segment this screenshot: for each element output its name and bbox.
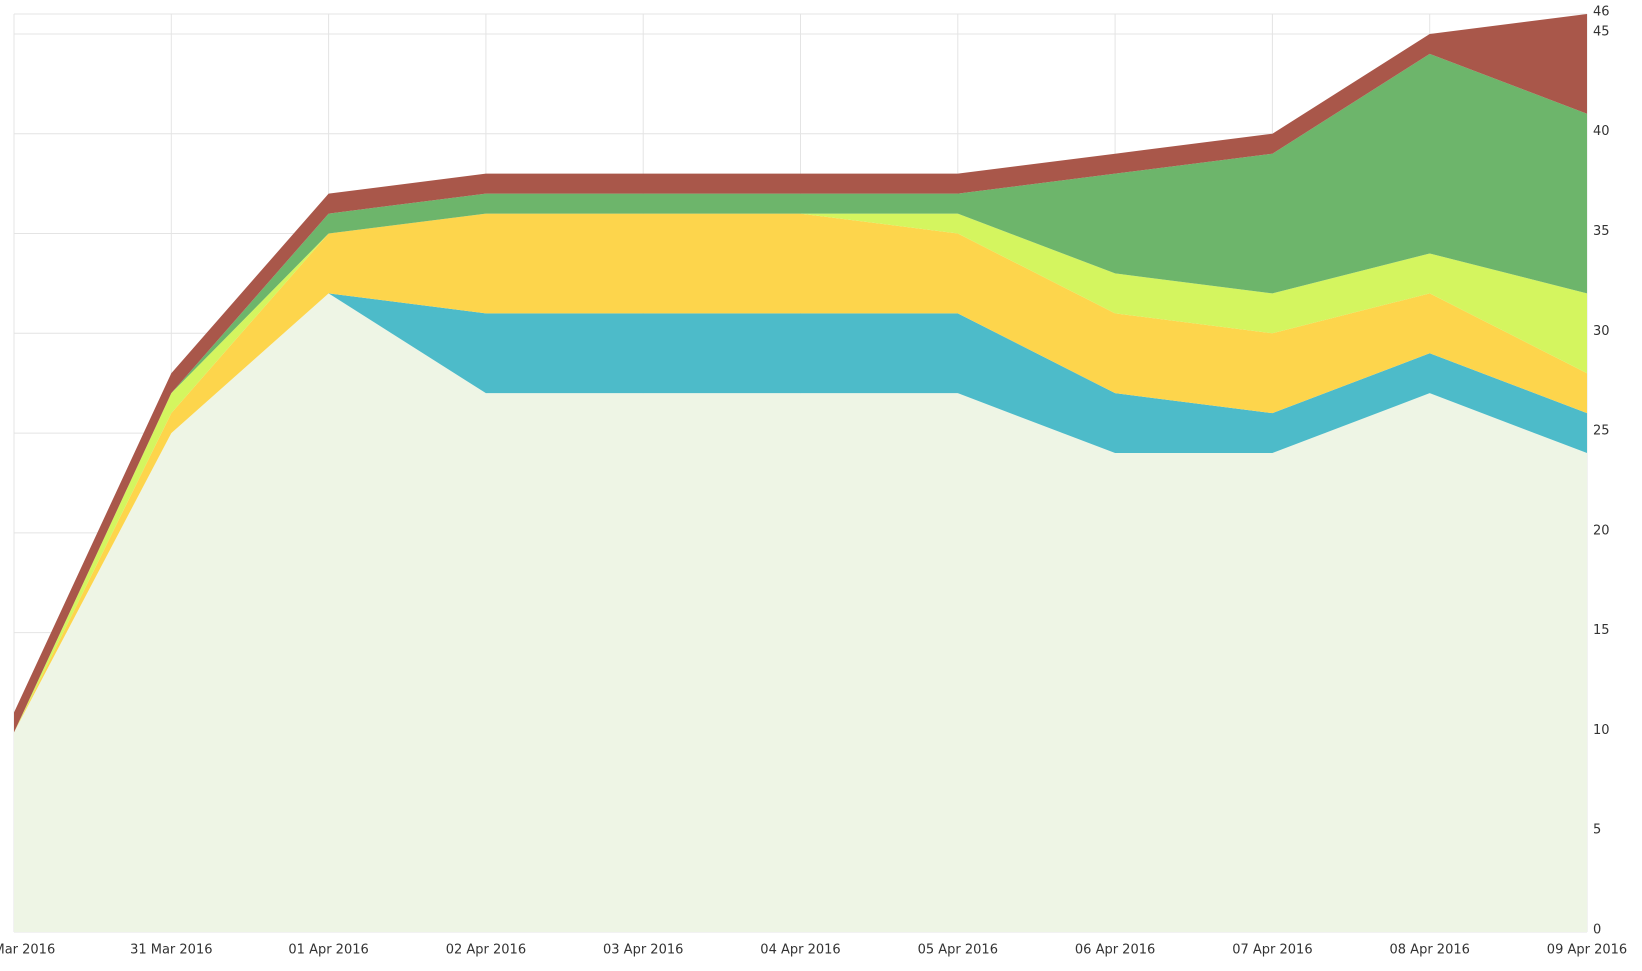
- x-tick-label: 07 Apr 2016: [1232, 943, 1312, 958]
- areas: [14, 14, 1587, 932]
- y-tick-label: 30: [1593, 324, 1610, 339]
- area: [14, 213, 1587, 733]
- x-tick-label: 31 Mar 2016: [130, 943, 212, 958]
- y-tick-label: 35: [1593, 224, 1610, 239]
- x-tick-label: 01 Apr 2016: [288, 943, 368, 958]
- x-tick-label: 06 Apr 2016: [1075, 943, 1155, 958]
- y-tick-label: 10: [1593, 723, 1610, 738]
- area: [14, 14, 1587, 733]
- x-tick-label: 02 Apr 2016: [446, 943, 526, 958]
- y-tick-label: 0: [1593, 923, 1601, 938]
- y-tick-label: 20: [1593, 523, 1610, 538]
- area: [14, 293, 1587, 733]
- x-tick-label: 03 Apr 2016: [603, 943, 683, 958]
- y-tick-label: 5: [1593, 823, 1601, 838]
- y-tick-label: 40: [1593, 124, 1610, 139]
- x-tick-label: 08 Apr 2016: [1390, 943, 1470, 958]
- area: [14, 213, 1587, 733]
- y-tick-label: 46: [1593, 5, 1610, 20]
- area: [14, 293, 1587, 932]
- area: [14, 53, 1587, 733]
- y-tick-label: 45: [1593, 24, 1610, 39]
- y-tick-label: 25: [1593, 424, 1610, 439]
- y-tick-label: 15: [1593, 623, 1610, 638]
- labels: 30 Mar 2016 31 Mar 2016 01 Apr 2016 02 Apr …: [0, 5, 1627, 958]
- x-tick-label: 09 Apr 2016: [1547, 943, 1627, 958]
- x-tick-label: 05 Apr 2016: [918, 943, 998, 958]
- x-tick-label: 30 Mar 2016: [0, 943, 55, 958]
- x-tick-label: 04 Apr 2016: [760, 943, 840, 958]
